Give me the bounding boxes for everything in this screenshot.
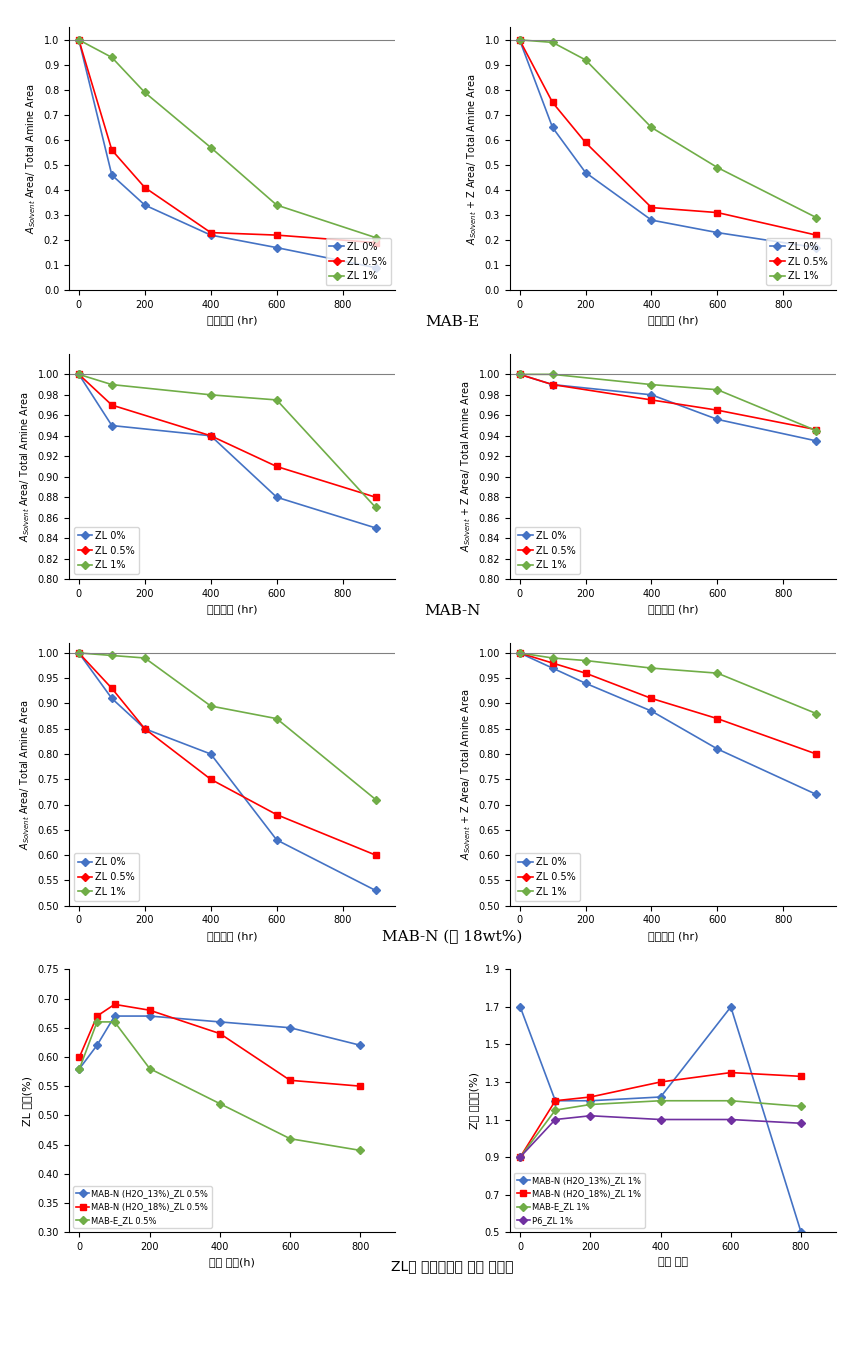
MAB-E_ZL 1% (514, 1149, 524, 1166)
Text: MAB-N: MAB-N (424, 605, 480, 618)
MAB-N (H2O_13%)_ZL 1% (514, 999, 524, 1015)
MAB-N (H2O_18%)_ZL 1% (725, 1064, 735, 1081)
MAB-N (H2O_18%)_ZL 1% (795, 1068, 805, 1085)
MAB-N (H2O_13%)_ZL 0.5% (74, 1060, 84, 1077)
Text: ZL의 경과시간에 따른 변화량: ZL의 경과시간에 따른 변화량 (391, 1259, 513, 1272)
P6_ZL 1% (514, 1149, 524, 1166)
P6_ZL 1% (725, 1111, 735, 1127)
MAB-N (H2O_18%)_ZL 1% (514, 1149, 524, 1166)
X-axis label: 경과시간 (hr): 경과시간 (hr) (647, 930, 697, 941)
MAB-N (H2O_13%)_ZL 1% (585, 1093, 595, 1109)
MAB-E_ZL 0.5% (109, 1014, 120, 1030)
Y-axis label: $A_{Solvent}$ + Z Area/ Total Amine Area: $A_{Solvent}$ + Z Area/ Total Amine Area (459, 380, 473, 553)
Legend: ZL 0%, ZL 0.5%, ZL 1%: ZL 0%, ZL 0.5%, ZL 1% (514, 527, 579, 575)
Legend: ZL 0%, ZL 0.5%, ZL 1%: ZL 0%, ZL 0.5%, ZL 1% (765, 238, 830, 286)
Y-axis label: ZL 농도(%): ZL 농도(%) (22, 1075, 32, 1126)
MAB-N (H2O_13%)_ZL 0.5% (145, 1008, 155, 1025)
Line: MAB-N (H2O_18%)_ZL 1%: MAB-N (H2O_18%)_ZL 1% (517, 1070, 802, 1160)
X-axis label: 경과시간 (hr): 경과시간 (hr) (647, 605, 697, 614)
P6_ZL 1% (585, 1108, 595, 1124)
MAB-N (H2O_18%)_ZL 1% (549, 1093, 560, 1109)
MAB-N (H2O_13%)_ZL 0.5% (355, 1037, 365, 1053)
Legend: MAB-N (H2O_13%)_ZL 1%, MAB-N (H2O_18%)_ZL 1%, MAB-E_ZL 1%, P6_ZL 1%: MAB-N (H2O_13%)_ZL 1%, MAB-N (H2O_18%)_Z… (513, 1172, 644, 1228)
Legend: ZL 0%, ZL 0.5%, ZL 1%: ZL 0%, ZL 0.5%, ZL 1% (325, 238, 390, 286)
X-axis label: 경과시간 (hr): 경과시간 (hr) (207, 930, 257, 941)
Y-axis label: $A_{Solvent}$ Area/ Total Amine Area: $A_{Solvent}$ Area/ Total Amine Area (24, 83, 38, 234)
Line: MAB-N (H2O_13%)_ZL 0.5%: MAB-N (H2O_13%)_ZL 0.5% (77, 1014, 362, 1071)
MAB-E_ZL 1% (725, 1093, 735, 1109)
MAB-E_ZL 1% (654, 1093, 665, 1109)
MAB-E_ZL 0.5% (355, 1142, 365, 1159)
Y-axis label: $A_{Solvent}$ Area/ Total Amine Area: $A_{Solvent}$ Area/ Total Amine Area (18, 699, 32, 850)
X-axis label: 경과 시간(h): 경과 시간(h) (209, 1257, 255, 1267)
Y-axis label: $A_{Solvent}$ + Z Area/ Total Amine Area: $A_{Solvent}$ + Z Area/ Total Amine Area (465, 73, 479, 245)
Legend: ZL 0%, ZL 0.5%, ZL 1%: ZL 0%, ZL 0.5%, ZL 1% (74, 854, 139, 900)
MAB-N (H2O_18%)_ZL 0.5% (355, 1078, 365, 1094)
Legend: ZL 0%, ZL 0.5%, ZL 1%: ZL 0%, ZL 0.5%, ZL 1% (74, 527, 139, 575)
Y-axis label: Z의 함유도(%): Z의 함유도(%) (468, 1073, 479, 1129)
P6_ZL 1% (795, 1115, 805, 1131)
MAB-N (H2O_18%)_ZL 1% (585, 1089, 595, 1105)
Line: MAB-E_ZL 1%: MAB-E_ZL 1% (517, 1099, 802, 1160)
MAB-N (H2O_18%)_ZL 0.5% (214, 1026, 225, 1042)
MAB-N (H2O_18%)_ZL 0.5% (285, 1073, 295, 1089)
MAB-N (H2O_13%)_ZL 0.5% (109, 1008, 120, 1025)
Legend: ZL 0%, ZL 0.5%, ZL 1%: ZL 0%, ZL 0.5%, ZL 1% (514, 854, 579, 900)
MAB-N (H2O_18%)_ZL 0.5% (145, 1001, 155, 1018)
Line: MAB-N (H2O_18%)_ZL 0.5%: MAB-N (H2O_18%)_ZL 0.5% (77, 1001, 362, 1089)
MAB-N (H2O_13%)_ZL 0.5% (92, 1037, 102, 1053)
MAB-E_ZL 0.5% (145, 1060, 155, 1077)
MAB-E_ZL 1% (795, 1099, 805, 1115)
MAB-E_ZL 0.5% (74, 1060, 84, 1077)
Line: P6_ZL 1%: P6_ZL 1% (517, 1114, 802, 1160)
MAB-E_ZL 1% (549, 1101, 560, 1118)
MAB-E_ZL 1% (585, 1096, 595, 1112)
P6_ZL 1% (654, 1111, 665, 1127)
MAB-N (H2O_13%)_ZL 1% (654, 1089, 665, 1105)
MAB-N (H2O_18%)_ZL 0.5% (92, 1008, 102, 1025)
Y-axis label: $A_{Solvent}$ Area/ Total Amine Area: $A_{Solvent}$ Area/ Total Amine Area (18, 391, 32, 542)
MAB-E_ZL 0.5% (214, 1096, 225, 1112)
Text: MAB-N (물 18wt%): MAB-N (물 18wt%) (382, 930, 522, 945)
MAB-N (H2O_13%)_ZL 0.5% (214, 1014, 225, 1030)
MAB-N (H2O_18%)_ZL 1% (654, 1074, 665, 1090)
MAB-E_ZL 0.5% (92, 1014, 102, 1030)
X-axis label: 경과 시간: 경과 시간 (657, 1257, 687, 1267)
Line: MAB-E_ZL 0.5%: MAB-E_ZL 0.5% (77, 1019, 362, 1153)
MAB-N (H2O_13%)_ZL 0.5% (285, 1019, 295, 1036)
MAB-N (H2O_13%)_ZL 1% (795, 1224, 805, 1241)
Legend: MAB-N (H2O_13%)_ZL 0.5%, MAB-N (H2O_18%)_ZL 0.5%, MAB-E_ZL 0.5%: MAB-N (H2O_13%)_ZL 0.5%, MAB-N (H2O_18%)… (73, 1186, 212, 1228)
X-axis label: 경과시간 (hr): 경과시간 (hr) (207, 316, 257, 326)
MAB-N (H2O_18%)_ZL 0.5% (109, 996, 120, 1012)
X-axis label: 경과시간 (hr): 경과시간 (hr) (647, 316, 697, 326)
Text: MAB-E: MAB-E (425, 315, 479, 330)
Line: MAB-N (H2O_13%)_ZL 1%: MAB-N (H2O_13%)_ZL 1% (517, 1004, 802, 1235)
MAB-N (H2O_13%)_ZL 1% (549, 1093, 560, 1109)
Y-axis label: $A_{Solvent}$ + Z Area/ Total Amine Area: $A_{Solvent}$ + Z Area/ Total Amine Area (458, 688, 472, 860)
MAB-N (H2O_18%)_ZL 0.5% (74, 1049, 84, 1066)
MAB-N (H2O_13%)_ZL 1% (725, 999, 735, 1015)
X-axis label: 경과시간 (hr): 경과시간 (hr) (207, 605, 257, 614)
MAB-E_ZL 0.5% (285, 1130, 295, 1146)
P6_ZL 1% (549, 1111, 560, 1127)
